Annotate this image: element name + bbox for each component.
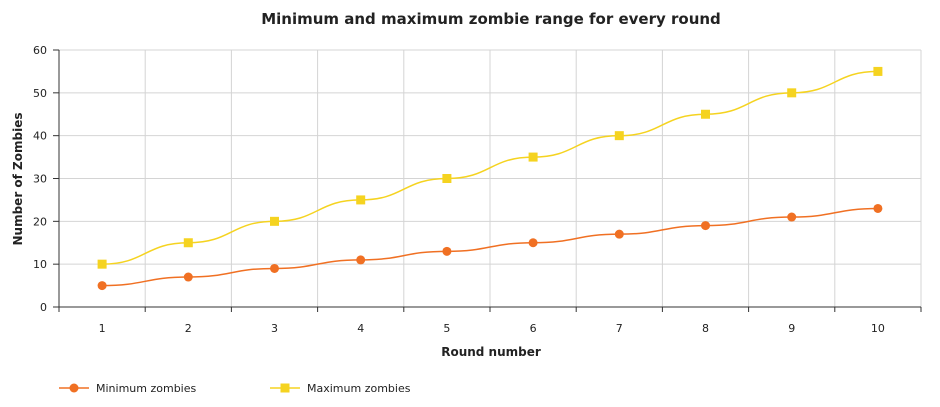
data-point	[701, 109, 710, 119]
data-point	[97, 259, 107, 269]
data-point	[701, 221, 710, 231]
x-tick-label: 10	[871, 322, 885, 335]
data-point	[442, 246, 452, 256]
y-tick-label: 40	[33, 130, 47, 143]
data-point	[787, 212, 797, 222]
x-tick-label: 3	[271, 322, 278, 335]
series-maximum	[97, 66, 883, 269]
x-tick-label: 4	[357, 322, 364, 335]
data-point	[183, 238, 193, 248]
data-point	[270, 216, 279, 226]
legend: Minimum zombies Maximum zombies	[59, 382, 411, 395]
x-tick-label: 6	[530, 322, 537, 335]
data-point	[270, 263, 279, 273]
y-tick-label: 10	[33, 258, 47, 271]
data-point	[528, 238, 538, 248]
y-tick-label: 0	[40, 301, 47, 314]
legend-marker	[280, 383, 290, 393]
y-tick-label: 30	[33, 173, 47, 186]
legend-item[interactable]: Maximum zombies	[270, 382, 411, 395]
x-tick-label: 1	[99, 322, 106, 335]
series-line	[102, 207, 878, 287]
series	[97, 66, 883, 291]
data-point	[183, 272, 193, 282]
series-line	[102, 70, 878, 265]
x-tick-label: 7	[616, 322, 623, 335]
x-tick-label: 2	[185, 322, 192, 335]
y-tick-label: 60	[33, 44, 47, 57]
legend-label: Maximum zombies	[307, 382, 411, 395]
data-point	[97, 281, 107, 291]
data-point	[442, 174, 452, 183]
data-point	[528, 152, 538, 162]
series-minimum	[97, 203, 883, 291]
x-tick-label: 9	[788, 322, 795, 335]
legend-label: Minimum zombies	[96, 382, 196, 395]
y-axis-label: Number of Zombies	[11, 113, 25, 246]
y-tick-label: 50	[33, 87, 47, 100]
x-axis-label: Round number	[441, 345, 541, 359]
legend-item[interactable]: Minimum zombies	[59, 382, 196, 395]
x-tick-label: 8	[702, 322, 709, 335]
data-point	[356, 255, 366, 265]
data-point	[787, 88, 797, 98]
grid	[59, 49, 922, 307]
data-point	[356, 195, 366, 205]
y-tick-label: 20	[33, 215, 47, 228]
data-point	[614, 131, 624, 141]
chart-title: Minimum and maximum zombie range for eve…	[261, 10, 721, 28]
legend-marker	[69, 383, 79, 393]
data-point	[873, 66, 883, 76]
data-point	[873, 203, 883, 213]
x-tick-label: 5	[443, 322, 450, 335]
axes: 0 10 20 30 40 50 60 1 2 3 4 5 6 7 8 9 10	[33, 44, 922, 335]
data-point	[614, 229, 624, 239]
